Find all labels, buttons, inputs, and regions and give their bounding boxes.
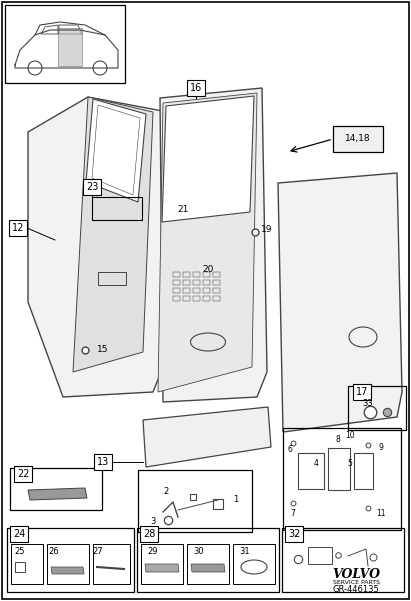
Polygon shape: [278, 173, 402, 432]
Bar: [213, 296, 220, 301]
Bar: [137, 528, 279, 592]
Text: 11: 11: [376, 510, 386, 519]
Polygon shape: [162, 96, 254, 222]
Bar: [348, 386, 406, 430]
Text: 9: 9: [379, 444, 383, 453]
Polygon shape: [28, 488, 87, 500]
Bar: [183, 272, 190, 277]
Text: 3: 3: [150, 517, 156, 526]
Bar: [193, 272, 200, 277]
Text: 23: 23: [86, 182, 98, 192]
Polygon shape: [51, 567, 84, 574]
Polygon shape: [145, 564, 179, 572]
Bar: [138, 470, 252, 532]
Polygon shape: [160, 88, 267, 402]
Text: 14,18: 14,18: [345, 135, 371, 144]
Text: SERVICE PARTS: SERVICE PARTS: [332, 579, 379, 585]
Text: 22: 22: [17, 469, 29, 479]
Bar: [213, 272, 220, 277]
Polygon shape: [86, 99, 146, 202]
Text: 1: 1: [233, 495, 239, 504]
Bar: [193, 288, 200, 293]
Text: VOLVO: VOLVO: [332, 567, 380, 581]
Bar: [173, 296, 180, 301]
Polygon shape: [191, 564, 225, 572]
Polygon shape: [143, 407, 271, 467]
Text: GR-446135: GR-446135: [332, 585, 379, 594]
Text: 12: 12: [12, 223, 24, 233]
Bar: [354, 453, 373, 489]
Bar: [93, 544, 130, 584]
Bar: [7, 528, 134, 592]
Bar: [92, 197, 142, 220]
Text: 2: 2: [164, 487, 169, 496]
Bar: [328, 448, 350, 490]
Bar: [11, 544, 43, 584]
Bar: [141, 544, 183, 584]
Text: 4: 4: [314, 460, 319, 469]
Text: 15: 15: [97, 346, 109, 355]
Bar: [213, 288, 220, 293]
Text: 13: 13: [97, 457, 109, 467]
Bar: [193, 296, 200, 301]
Text: 32: 32: [288, 529, 300, 539]
Text: 16: 16: [190, 83, 202, 93]
Bar: [233, 544, 275, 584]
Bar: [213, 280, 220, 285]
Polygon shape: [73, 97, 153, 372]
Bar: [203, 296, 210, 301]
Text: 6: 6: [288, 445, 293, 454]
Bar: [98, 272, 126, 285]
Polygon shape: [158, 93, 257, 392]
Bar: [298, 453, 324, 489]
Text: 19: 19: [261, 225, 273, 234]
Text: 31: 31: [240, 546, 250, 555]
Text: 20: 20: [202, 266, 214, 275]
Text: 27: 27: [93, 546, 103, 555]
Bar: [47, 544, 89, 584]
Text: 24: 24: [13, 529, 25, 539]
Bar: [203, 280, 210, 285]
Bar: [183, 280, 190, 285]
Bar: [333, 126, 383, 152]
Text: 28: 28: [143, 529, 155, 539]
Text: 29: 29: [148, 546, 158, 555]
Bar: [183, 296, 190, 301]
Bar: [173, 280, 180, 285]
Bar: [187, 544, 229, 584]
Polygon shape: [28, 97, 173, 397]
Text: 25: 25: [15, 546, 25, 555]
Bar: [308, 547, 332, 564]
Bar: [173, 272, 180, 277]
Bar: [193, 280, 200, 285]
Bar: [183, 288, 190, 293]
Bar: [282, 528, 404, 592]
Bar: [173, 288, 180, 293]
Text: 33: 33: [363, 398, 373, 407]
Text: 10: 10: [345, 430, 355, 439]
Text: 21: 21: [177, 206, 189, 215]
Text: 5: 5: [348, 460, 353, 469]
Text: 30: 30: [194, 546, 204, 555]
Text: 17: 17: [356, 387, 368, 397]
Text: 7: 7: [291, 510, 296, 519]
Bar: [58, 28, 82, 66]
Circle shape: [93, 61, 107, 75]
Circle shape: [28, 61, 42, 75]
Bar: [283, 428, 401, 530]
Bar: [10, 468, 102, 510]
Text: 8: 8: [336, 436, 340, 445]
Bar: [5, 5, 125, 83]
Bar: [203, 272, 210, 277]
Text: 26: 26: [48, 546, 59, 555]
Bar: [203, 288, 210, 293]
